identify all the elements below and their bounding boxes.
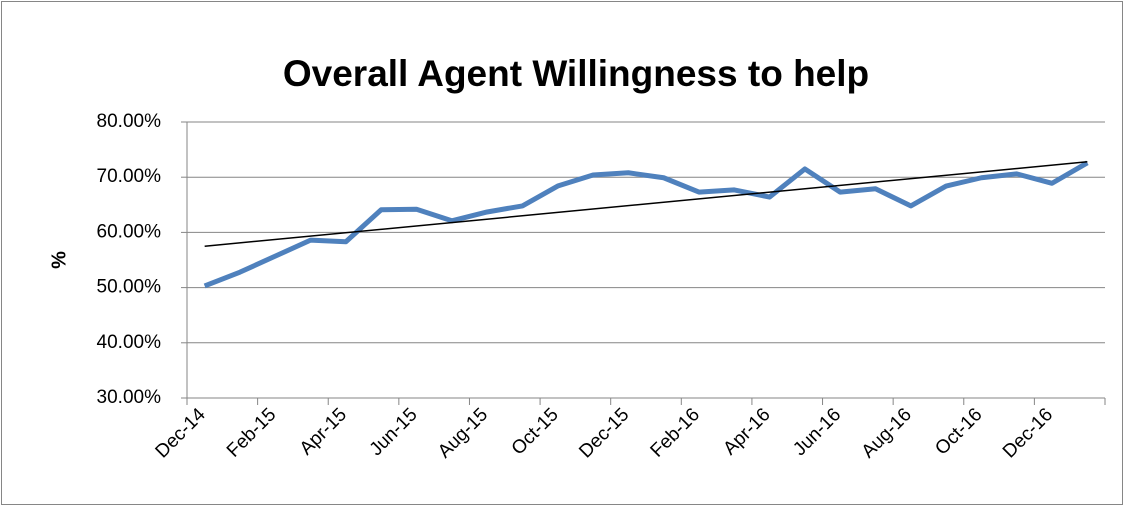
y-tick-label: 50.00% [97, 277, 162, 298]
y-tick-label: 30.00% [97, 387, 162, 408]
chart-title: Overall Agent Willingness to help [283, 53, 869, 94]
data-line [203, 160, 1089, 289]
y-axis-label: % [48, 251, 70, 269]
y-tick-label: 70.00% [97, 166, 162, 187]
trendline [204, 160, 1088, 247]
y-tick-label: 40.00% [97, 332, 162, 353]
y-tick-label: 80.00% [97, 111, 162, 132]
y-tick-label: 60.00% [97, 221, 162, 242]
